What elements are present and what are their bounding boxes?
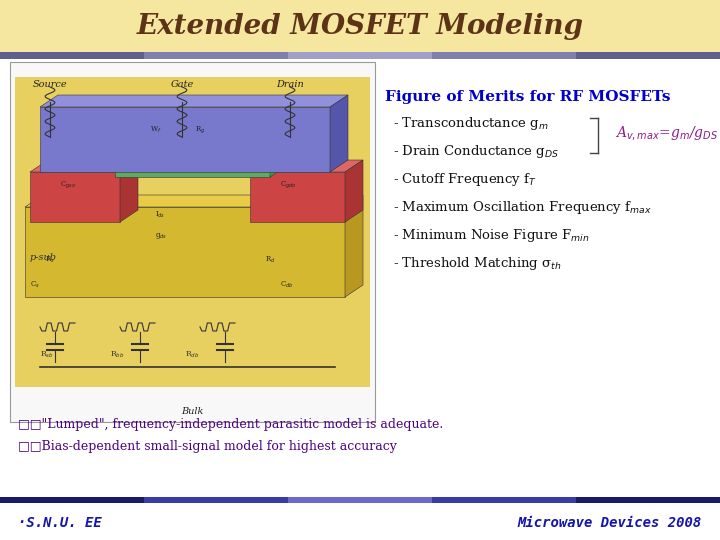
FancyBboxPatch shape <box>10 62 375 422</box>
Text: C$_s$: C$_s$ <box>30 280 40 290</box>
FancyBboxPatch shape <box>144 52 290 59</box>
Text: - Threshold Matching σ$_{th}$: - Threshold Matching σ$_{th}$ <box>393 255 562 272</box>
Text: R$_{sb}$: R$_{sb}$ <box>40 350 54 361</box>
Polygon shape <box>345 160 363 222</box>
Text: R$_{bb}$: R$_{bb}$ <box>110 350 125 361</box>
Polygon shape <box>120 160 138 222</box>
Text: - Cutoff Frequency f$_{T}$: - Cutoff Frequency f$_{T}$ <box>393 171 537 188</box>
Text: R$_s$: R$_s$ <box>45 255 55 265</box>
Polygon shape <box>40 95 348 107</box>
FancyBboxPatch shape <box>0 52 146 59</box>
FancyBboxPatch shape <box>288 497 434 503</box>
Text: R$_g$: R$_g$ <box>195 125 205 136</box>
FancyBboxPatch shape <box>115 169 270 177</box>
FancyBboxPatch shape <box>288 52 434 59</box>
Text: □□Bias-dependent small-signal model for highest accuracy: □□Bias-dependent small-signal model for … <box>18 440 397 453</box>
Text: I$_{ds}$: I$_{ds}$ <box>155 210 166 220</box>
Text: R$_d$: R$_d$ <box>265 255 276 265</box>
Polygon shape <box>330 95 348 172</box>
FancyBboxPatch shape <box>0 497 146 503</box>
Polygon shape <box>345 195 363 297</box>
Text: Figure of Merits for RF MOSFETs: Figure of Merits for RF MOSFETs <box>385 90 670 104</box>
FancyBboxPatch shape <box>40 107 330 172</box>
Text: - Drain Conductance g$_{DS}$: - Drain Conductance g$_{DS}$ <box>393 143 559 160</box>
Text: Microwave Devices 2008: Microwave Devices 2008 <box>518 516 702 530</box>
Text: C$_{gdo}$: C$_{gdo}$ <box>280 180 297 191</box>
FancyBboxPatch shape <box>576 497 720 503</box>
Text: Gate: Gate <box>171 80 194 89</box>
Polygon shape <box>270 163 279 177</box>
FancyBboxPatch shape <box>15 77 370 387</box>
Text: □□"Lumped", frequency-independent parasitic model is adequate.: □□"Lumped", frequency-independent parasi… <box>18 418 444 431</box>
FancyBboxPatch shape <box>30 172 120 222</box>
Text: C$_{gso}$: C$_{gso}$ <box>60 180 76 191</box>
FancyBboxPatch shape <box>0 0 720 52</box>
Text: A$_{v,max}$=g$_{m}$/g$_{DS}$: A$_{v,max}$=g$_{m}$/g$_{DS}$ <box>615 124 718 142</box>
Polygon shape <box>250 160 363 172</box>
FancyBboxPatch shape <box>576 52 720 59</box>
FancyBboxPatch shape <box>432 52 578 59</box>
Polygon shape <box>25 195 363 207</box>
Text: g$_{ds}$: g$_{ds}$ <box>155 231 167 241</box>
Text: - Maximum Oscillation Frequency f$_{max}$: - Maximum Oscillation Frequency f$_{max}… <box>393 199 652 216</box>
Text: Drain: Drain <box>276 80 304 89</box>
Text: W$_f$: W$_f$ <box>150 125 161 135</box>
Polygon shape <box>115 163 279 169</box>
Text: Bulk: Bulk <box>181 407 203 416</box>
Text: ·S.N.U. EE: ·S.N.U. EE <box>18 516 102 530</box>
Polygon shape <box>30 160 138 172</box>
Text: - Minimum Noise Figure F$_{min}$: - Minimum Noise Figure F$_{min}$ <box>393 227 590 244</box>
FancyBboxPatch shape <box>25 207 345 297</box>
Text: Extended MOSFET Modeling: Extended MOSFET Modeling <box>137 14 583 40</box>
Text: R$_{db}$: R$_{db}$ <box>185 350 199 361</box>
Text: - Transconductance g$_{m}$: - Transconductance g$_{m}$ <box>393 115 549 132</box>
Text: Source: Source <box>32 80 67 89</box>
Text: C$_{db}$: C$_{db}$ <box>280 280 293 290</box>
FancyBboxPatch shape <box>432 497 578 503</box>
Text: p-sub: p-sub <box>30 253 57 261</box>
FancyBboxPatch shape <box>250 172 345 222</box>
FancyBboxPatch shape <box>144 497 290 503</box>
